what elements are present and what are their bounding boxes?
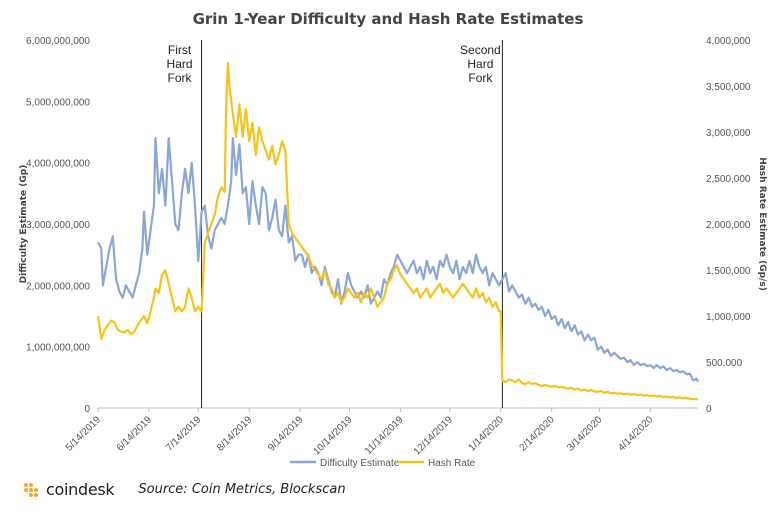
y-left-tick-label: 2,000,000,000 <box>26 281 90 292</box>
chart: Grin 1-Year Difficulty and Hash Rate Est… <box>19 10 767 469</box>
y-right-tick-label: 0 <box>706 404 712 415</box>
x-tick-label: 6/14/2019 <box>115 414 155 454</box>
x-tick-label: 1/14/2020 <box>467 414 507 454</box>
y-right-tick-label: 3,000,000 <box>706 128 751 139</box>
chart-title: Grin 1-Year Difficulty and Hash Rate Est… <box>193 10 584 28</box>
legend-label-hash-rate: Hash Rate <box>428 458 476 469</box>
footer: coindesk Source: Coin Metrics, Blockscan <box>22 480 346 499</box>
legend: Difficulty Estimate Hash Rate <box>290 458 476 469</box>
y-right-tick-label: 4,000,000 <box>706 36 751 47</box>
y-right-tick-label: 1,500,000 <box>706 266 751 277</box>
y-right-tick-label: 500,000 <box>706 358 743 369</box>
x-tick-label: 12/14/2019 <box>412 414 455 457</box>
x-tick-label: 10/14/2019 <box>311 414 354 457</box>
x-tick-label: 4/14/2020 <box>616 414 656 454</box>
y-left-tick-label: 0 <box>84 404 90 415</box>
y-left-tick-label: 3,000,000,000 <box>26 220 90 231</box>
y-right-tick-label: 1,000,000 <box>706 312 751 323</box>
y-left-tick-label: 4,000,000,000 <box>26 159 90 170</box>
source-caption: Source: Coin Metrics, Blockscan <box>138 482 346 497</box>
hard-fork-label: Fork <box>168 71 193 85</box>
axes-layer: 0 1,000,000,000 2,000,000,000 3,000,000,000… <box>19 36 767 458</box>
y-left-tick-label: 1,000,000,000 <box>26 343 90 354</box>
x-tick-label: 7/14/2019 <box>164 414 204 454</box>
coindesk-logo-text: coindesk <box>46 480 115 499</box>
legend-label-difficulty-estimate: Difficulty Estimate <box>320 458 400 469</box>
hard-fork-label: Fork <box>468 71 493 85</box>
x-tick-label: 8/14/2019 <box>215 414 255 454</box>
coindesk-logo-icon <box>22 481 40 499</box>
x-tick-label: 5/14/2019 <box>64 414 104 454</box>
hard-fork-label: First <box>168 43 192 57</box>
hard-fork-label: Hard <box>467 57 493 71</box>
x-tick-label: 3/14/2020 <box>565 414 605 454</box>
y-right-tick-label: 2,500,000 <box>706 174 751 185</box>
x-tick-label: 11/14/2019 <box>363 414 406 457</box>
y-left-tick-label: 5,000,000,000 <box>26 97 90 108</box>
series-line-hash-rate <box>96 61 699 401</box>
y-right-axis-title: Hash Rate Estimate (Gp/s) <box>757 157 767 291</box>
hard-fork-label: Second <box>460 43 501 57</box>
y-right-tick-label: 2,000,000 <box>706 220 751 231</box>
y-right-tick-label: 3,500,000 <box>706 82 751 93</box>
series-line-difficulty-estimate <box>97 137 699 383</box>
x-tick-label: 9/14/2019 <box>266 414 306 454</box>
x-tick-label: 2/14/2020 <box>518 414 558 454</box>
y-left-tick-label: 6,000,000,000 <box>26 36 90 47</box>
series-layer <box>96 61 699 401</box>
hard-fork-label: Hard <box>167 57 193 71</box>
y-left-axis-title: Difficulty Estimate (Gp) <box>19 165 29 284</box>
